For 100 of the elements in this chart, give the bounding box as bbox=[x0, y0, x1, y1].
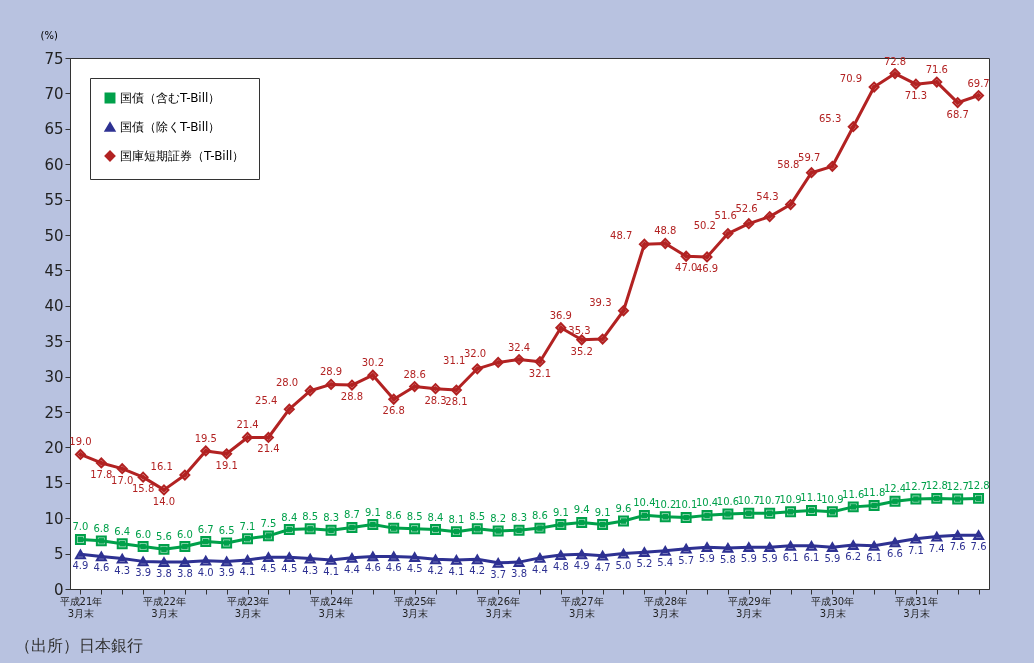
y-tick-label: 45 bbox=[44, 261, 64, 280]
data-label: 25.4 bbox=[255, 395, 278, 407]
data-label: 8.5 bbox=[469, 510, 486, 522]
data-label: 4.1 bbox=[323, 565, 340, 577]
legend-label: 国庫短期証券（T-Bill） bbox=[120, 149, 245, 163]
x-tick-label: 平成27年 3月末 bbox=[560, 595, 604, 619]
x-tick-label: 平成28年 3月末 bbox=[644, 595, 688, 619]
data-label: 72.8 bbox=[883, 55, 907, 67]
data-label: 10.4 bbox=[633, 497, 656, 509]
data-label: 16.1 bbox=[150, 461, 173, 473]
data-label: 4.4 bbox=[344, 563, 360, 575]
data-label: 26.8 bbox=[382, 405, 405, 417]
data-label: 4.7 bbox=[594, 561, 611, 573]
data-label: 7.6 bbox=[970, 541, 987, 553]
data-label: 3.7 bbox=[490, 568, 507, 580]
data-label: 4.9 bbox=[72, 560, 89, 572]
data-label: 6.2 bbox=[845, 551, 862, 563]
data-label: 71.6 bbox=[925, 64, 948, 76]
data-label: 52.6 bbox=[735, 202, 758, 214]
data-label: 39.3 bbox=[589, 296, 612, 308]
data-label: 71.3 bbox=[904, 90, 928, 102]
x-tick-label: 平成26年 3月末 bbox=[477, 595, 521, 619]
x-tick-label: 平成30年 3月末 bbox=[811, 595, 855, 619]
data-label: 47.0 bbox=[675, 262, 698, 274]
x-tick-label: 平成24年 3月末 bbox=[310, 595, 353, 619]
data-label: 31.1 bbox=[443, 354, 466, 366]
data-label: 10.1 bbox=[675, 499, 698, 511]
data-label: 3.8 bbox=[176, 568, 193, 580]
data-label: 8.6 bbox=[385, 510, 402, 522]
data-label: 17.8 bbox=[90, 468, 113, 480]
data-label: 4.6 bbox=[364, 562, 381, 574]
x-tick-label: 平成23年 3月末 bbox=[226, 595, 270, 619]
data-label: 8.3 bbox=[511, 512, 528, 524]
data-label: 28.0 bbox=[275, 376, 299, 388]
data-label: 17.0 bbox=[111, 474, 134, 486]
data-label: 65.3 bbox=[818, 112, 842, 124]
data-label: 4.5 bbox=[260, 563, 277, 575]
data-label: 9.1 bbox=[552, 506, 569, 518]
data-label: 8.7 bbox=[344, 509, 360, 521]
data-label: 36.9 bbox=[549, 309, 572, 321]
data-label: 12.8 bbox=[967, 480, 990, 492]
data-label: 10.2 bbox=[654, 498, 677, 510]
data-label: 48.8 bbox=[654, 225, 677, 237]
data-label: 48.7 bbox=[610, 230, 633, 242]
data-label: 8.3 bbox=[323, 512, 340, 524]
data-label: 32.4 bbox=[507, 341, 531, 353]
y-tick-label: 40 bbox=[44, 297, 64, 316]
data-label: 70.9 bbox=[839, 73, 863, 85]
data-label: 21.4 bbox=[236, 419, 259, 431]
y-tick-label: 15 bbox=[44, 474, 64, 493]
data-label: 4.1 bbox=[239, 565, 256, 577]
data-label: 30.2 bbox=[361, 357, 384, 369]
x-tick-label: 平成22年 3月末 bbox=[143, 595, 186, 619]
y-tick-label: 5 bbox=[53, 545, 64, 564]
y-tick-label: 60 bbox=[44, 155, 64, 174]
data-label: 7.6 bbox=[949, 541, 966, 553]
data-label: 8.5 bbox=[302, 510, 319, 522]
data-label: 8.4 bbox=[281, 511, 298, 523]
data-label: 6.8 bbox=[93, 522, 110, 534]
data-label: 6.4 bbox=[114, 525, 131, 537]
data-label: 5.9 bbox=[761, 553, 778, 565]
data-label: 46.9 bbox=[695, 262, 719, 274]
y-tick-label: 30 bbox=[44, 368, 64, 387]
data-label: 10.7 bbox=[758, 495, 781, 507]
y-tick-label: 75 bbox=[44, 49, 64, 68]
data-label: 7.1 bbox=[907, 544, 924, 556]
data-label: 10.9 bbox=[821, 493, 844, 505]
y-tick-label: 20 bbox=[44, 438, 64, 457]
data-label: 28.1 bbox=[445, 396, 468, 408]
data-label: 7.1 bbox=[239, 520, 256, 532]
data-label: 4.0 bbox=[197, 566, 214, 578]
y-tick-label: 70 bbox=[44, 84, 64, 103]
x-tick-label: 平成25年 3月末 bbox=[393, 595, 437, 619]
data-label: 3.9 bbox=[218, 567, 235, 579]
data-label: 8.2 bbox=[490, 512, 507, 524]
data-label: 28.9 bbox=[319, 366, 343, 378]
data-label: 5.8 bbox=[719, 553, 736, 565]
data-label: 69.7 bbox=[967, 77, 990, 89]
data-label: 9.6 bbox=[615, 503, 632, 515]
y-tick-label: 35 bbox=[44, 332, 64, 351]
y-tick-label: 55 bbox=[44, 191, 64, 210]
data-label: 5.0 bbox=[615, 559, 632, 571]
data-label: 6.0 bbox=[135, 528, 152, 540]
data-label: 28.3 bbox=[424, 394, 447, 406]
data-label: 6.5 bbox=[218, 524, 235, 536]
text: （出所）日本銀行 bbox=[15, 636, 143, 655]
x-tick-label: 平成29年 3月末 bbox=[727, 595, 771, 619]
data-label: 3.9 bbox=[135, 567, 152, 579]
data-label: 4.4 bbox=[531, 563, 548, 575]
data-label: 4.8 bbox=[552, 561, 569, 573]
data-label: 5.7 bbox=[678, 554, 695, 566]
data-label: 51.6 bbox=[714, 209, 737, 221]
y-tick-label: 10 bbox=[44, 509, 64, 528]
data-label: 4.9 bbox=[573, 560, 590, 572]
data-label: 5.9 bbox=[699, 553, 715, 565]
data-label: 10.9 bbox=[779, 493, 802, 505]
data-label: 3.8 bbox=[156, 568, 172, 580]
data-label: 4.3 bbox=[114, 564, 131, 576]
data-label: 4.5 bbox=[281, 563, 298, 575]
data-label: 4.6 bbox=[385, 562, 402, 574]
